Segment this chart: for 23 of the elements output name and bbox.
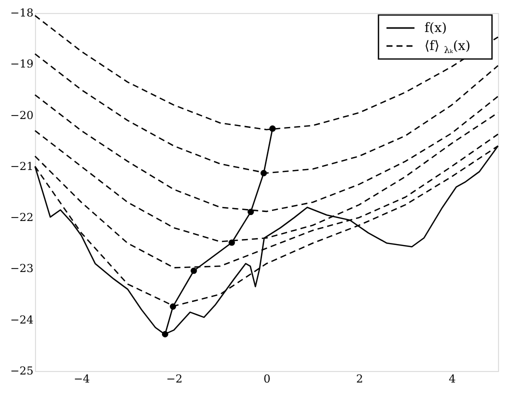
- y-tick-label: −25: [10, 364, 34, 378]
- x-tick-label: −4: [74, 372, 90, 386]
- legend-label: f(x): [424, 21, 447, 36]
- point: [170, 303, 176, 310]
- point: [228, 239, 235, 246]
- point: [260, 170, 267, 176]
- line-series: [34, 14, 499, 130]
- point: [269, 125, 276, 132]
- point: [162, 331, 168, 338]
- y-tick-label: −20: [10, 108, 34, 122]
- y-tick-label: −21: [10, 160, 34, 173]
- y-tick-label: −19: [10, 58, 34, 71]
- line-series: [34, 94, 499, 212]
- x-tick-label: 2: [356, 372, 364, 386]
- y-tick-label: −18: [10, 6, 34, 20]
- x-tick-label: −2: [166, 372, 183, 386]
- y-tick-label: −24: [10, 313, 34, 326]
- x-tick-label: 4: [448, 372, 456, 386]
- y-tick-label: −23: [10, 262, 34, 276]
- y-tick-label: −22: [10, 211, 34, 224]
- point: [248, 208, 254, 216]
- x-tick-label: 0: [264, 372, 270, 386]
- point: [190, 268, 197, 274]
